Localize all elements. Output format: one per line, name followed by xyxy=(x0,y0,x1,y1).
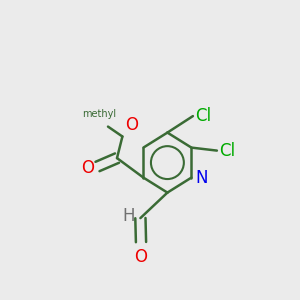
Text: O: O xyxy=(134,248,148,266)
Text: Cl: Cl xyxy=(219,142,236,160)
Text: O: O xyxy=(81,159,94,177)
Text: methyl: methyl xyxy=(82,109,117,119)
Text: N: N xyxy=(195,169,208,187)
Text: H: H xyxy=(122,207,135,225)
Text: O: O xyxy=(125,116,138,134)
Text: Cl: Cl xyxy=(195,107,212,125)
